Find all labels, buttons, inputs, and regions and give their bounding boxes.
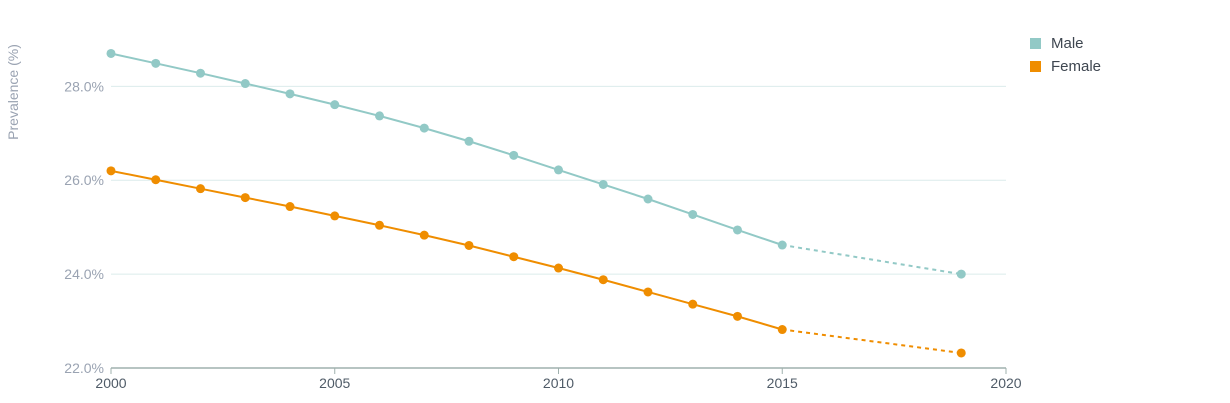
series-layer	[106, 48, 966, 358]
data-point-male[interactable]	[554, 165, 563, 175]
data-point-female[interactable]	[509, 252, 519, 262]
data-point-male[interactable]	[196, 68, 205, 78]
x-tick-label: 2015	[767, 375, 798, 391]
data-point-female[interactable]	[419, 230, 429, 240]
data-point-male[interactable]	[688, 209, 698, 219]
y-tick-label: 28.0%	[64, 78, 104, 94]
data-point-female[interactable]	[330, 211, 340, 221]
data-point-male[interactable]	[464, 136, 474, 146]
series-projection-male	[782, 244, 962, 276]
y-axis-title: Prevalence (%)	[5, 44, 21, 140]
data-point-female[interactable]	[240, 193, 250, 203]
data-point-male[interactable]	[598, 179, 608, 189]
data-point-male[interactable]	[643, 194, 653, 204]
data-point-male[interactable]	[419, 123, 429, 133]
data-point-male[interactable]	[106, 48, 116, 58]
data-point-female[interactable]	[196, 184, 205, 194]
data-point-male[interactable]	[240, 79, 250, 89]
y-tick-label: 26.0%	[64, 172, 104, 188]
data-point-female[interactable]	[375, 220, 384, 230]
data-point-female[interactable]	[285, 202, 295, 212]
legend-item-male[interactable]: Male	[1030, 32, 1101, 55]
data-point-male[interactable]	[375, 111, 384, 121]
legend-swatch-female	[1030, 61, 1041, 72]
data-point-female[interactable]	[643, 287, 653, 297]
y-tick-label: 24.0%	[64, 266, 104, 282]
x-tick-label: 2010	[543, 375, 574, 391]
x-tick-label: 2000	[95, 375, 126, 391]
data-point-male[interactable]	[733, 225, 742, 235]
grid-layer	[111, 85, 1006, 275]
data-point-male[interactable]	[330, 100, 340, 110]
data-point-female[interactable]	[554, 263, 563, 273]
series-line-male	[110, 52, 783, 246]
data-point-female[interactable]	[777, 325, 787, 335]
legend-label-male: Male	[1051, 35, 1084, 52]
legend: Male Female	[1030, 32, 1101, 78]
data-point-female[interactable]	[464, 240, 474, 250]
data-point-female[interactable]	[733, 311, 742, 321]
legend-item-female[interactable]: Female	[1030, 55, 1101, 78]
x-tick-label: 2005	[319, 375, 350, 391]
legend-swatch-male	[1030, 38, 1041, 49]
data-point-female[interactable]	[688, 299, 698, 309]
data-point-female[interactable]	[598, 275, 608, 285]
data-point-male[interactable]	[777, 240, 787, 250]
data-point-female[interactable]	[956, 348, 966, 358]
data-point-male[interactable]	[956, 269, 966, 279]
axis-layer: 22.0% 24.0% 26.0% 28.0% 2000 2005 2010 2015 2020	[64, 78, 1021, 391]
data-point-female[interactable]	[151, 175, 161, 185]
data-point-male[interactable]	[509, 150, 519, 160]
data-point-female[interactable]	[106, 166, 116, 176]
series-line-female	[110, 169, 783, 331]
data-point-male[interactable]	[151, 58, 161, 68]
series-projection-female	[782, 328, 962, 354]
legend-label-female: Female	[1051, 58, 1102, 75]
y-tick-label: 22.0%	[64, 360, 104, 376]
data-point-male[interactable]	[285, 89, 295, 99]
x-tick-label: 2020	[990, 375, 1021, 391]
